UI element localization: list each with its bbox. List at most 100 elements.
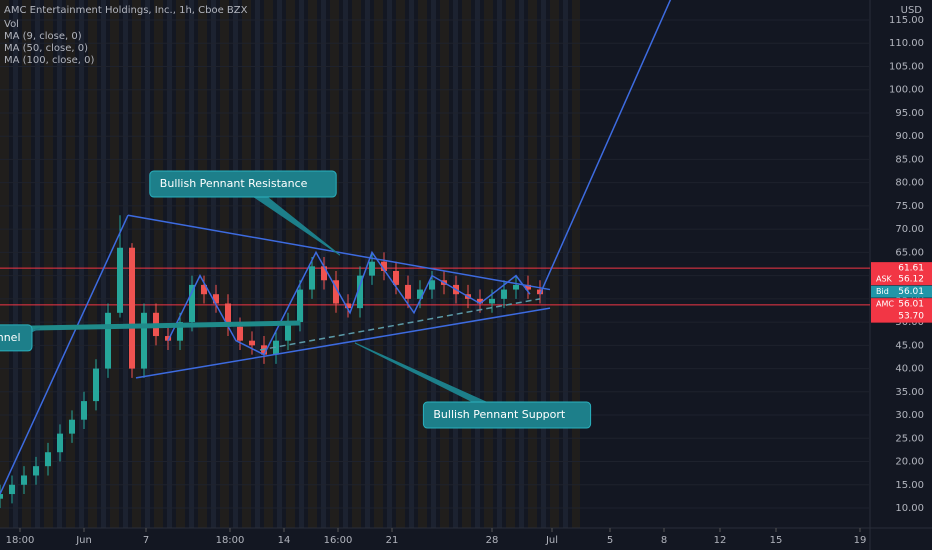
candle-body — [69, 419, 75, 434]
candle-body — [333, 280, 339, 304]
candle-body — [237, 326, 243, 341]
x-tick-label: 21 — [386, 535, 399, 546]
y-tick-label: 25.00 — [895, 433, 924, 444]
x-tick-label: 15 — [770, 535, 783, 546]
candle-body — [129, 247, 135, 369]
x-tick-label: Jun — [75, 535, 92, 546]
candle-body — [537, 289, 543, 295]
price-tag-value: 61.61 — [898, 264, 924, 274]
x-tick-label: 18:00 — [216, 535, 245, 546]
symbol: AMC Entertainment Holdings, Inc., 1h, Cb… — [4, 5, 248, 16]
y-tick-label: 85.00 — [895, 154, 924, 165]
y-tick-label: 10.00 — [895, 503, 924, 514]
candle-body — [141, 312, 147, 369]
candle-body — [177, 322, 183, 341]
candle-body — [81, 401, 87, 420]
x-tick-label: 8 — [661, 535, 667, 546]
y-tick-label: 115.00 — [889, 15, 924, 26]
plot — [0, 0, 870, 509]
x-tick-label: 5 — [607, 535, 613, 546]
candle-body — [357, 275, 363, 309]
candle-body — [321, 266, 327, 281]
y-tick-label: 35.00 — [895, 387, 924, 398]
price-tag — [871, 262, 932, 275]
y-tick-label: 20.00 — [895, 457, 924, 468]
callout-box — [422, 401, 592, 429]
y-tick-label: 110.00 — [889, 38, 924, 49]
price-tag — [871, 309, 932, 322]
candle-body — [381, 261, 387, 271]
price-tag-value: 56.12 — [898, 275, 924, 285]
callout-box — [0, 324, 33, 352]
y-tick-label: 80.00 — [895, 178, 924, 189]
candle-body — [45, 452, 51, 467]
candle-body — [513, 284, 519, 290]
indicator: MA (50, close, 0) — [4, 43, 88, 54]
candle-body — [249, 340, 255, 346]
session-shading — [0, 0, 580, 528]
x-tick-label: 12 — [714, 535, 727, 546]
candle-body — [309, 266, 315, 290]
trend-line — [259, 298, 541, 351]
candle-body — [489, 298, 495, 304]
y-tick-label: 45.00 — [895, 340, 924, 351]
price-tag-name: ASK — [876, 275, 893, 284]
y-tick-label: 90.00 — [895, 131, 924, 142]
y-tick-label: 100.00 — [889, 85, 924, 96]
y-tick-label: 70.00 — [895, 224, 924, 235]
y-tick-label: 95.00 — [895, 108, 924, 119]
candle-body — [297, 289, 303, 323]
y-tick-label: 105.00 — [889, 61, 924, 72]
candle-body — [21, 475, 27, 485]
x-tick-label: 18:00 — [6, 535, 35, 546]
x-tick-label: Jul — [545, 535, 558, 546]
candle-body — [477, 298, 483, 304]
callout-box — [149, 170, 337, 198]
x-tick-label: 7 — [143, 535, 149, 546]
y-tick-label: 65.00 — [895, 247, 924, 258]
candle-body — [105, 312, 111, 369]
callout-text: Bullish Pennant Resistance — [160, 177, 308, 190]
candle-body — [429, 280, 435, 290]
candle-body — [189, 284, 195, 323]
y-tick-label: 40.00 — [895, 364, 924, 375]
x-tick-label: 19 — [854, 535, 867, 546]
candle-body — [9, 484, 15, 495]
candle-body — [285, 322, 291, 341]
candle-body — [33, 466, 39, 476]
trend-line — [0, 320, 301, 332]
indicator: MA (9, close, 0) — [4, 31, 82, 42]
candle-body — [369, 261, 375, 276]
candle-body — [273, 340, 279, 355]
trend-line — [0, 214, 129, 495]
price-tag — [871, 273, 932, 286]
candle-body — [525, 284, 531, 290]
candle-body — [417, 289, 423, 299]
currency: USD — [901, 5, 923, 16]
indicator: MA (100, close, 0) — [4, 55, 94, 66]
trend-line — [539, 0, 672, 295]
y-tick-label: 75.00 — [895, 201, 924, 212]
price-tag — [871, 298, 932, 311]
candle-body — [393, 270, 399, 285]
callout-text: Bullish Pennant Support — [433, 408, 566, 421]
candle-body — [405, 284, 411, 299]
candle-body — [225, 303, 231, 327]
candle-body — [0, 494, 3, 499]
price-tag — [871, 285, 932, 298]
candle-body — [165, 336, 171, 341]
callout-text: annel — [0, 331, 21, 344]
trend-line — [167, 250, 531, 356]
x-tick-label: 16:00 — [324, 535, 353, 546]
candle-body — [345, 303, 351, 309]
y-tick-label: 15.00 — [895, 480, 924, 491]
price-tag-value: 53.70 — [898, 311, 924, 321]
price-tag-name: AMC — [876, 300, 894, 309]
candle-body — [213, 294, 219, 304]
price-tag-value: 56.01 — [898, 287, 924, 297]
candle-body — [117, 247, 123, 313]
indicator: Vol — [4, 19, 19, 30]
candle-body — [501, 289, 507, 299]
price-tag-name: Bid — [876, 287, 889, 296]
candle-body — [57, 433, 63, 453]
